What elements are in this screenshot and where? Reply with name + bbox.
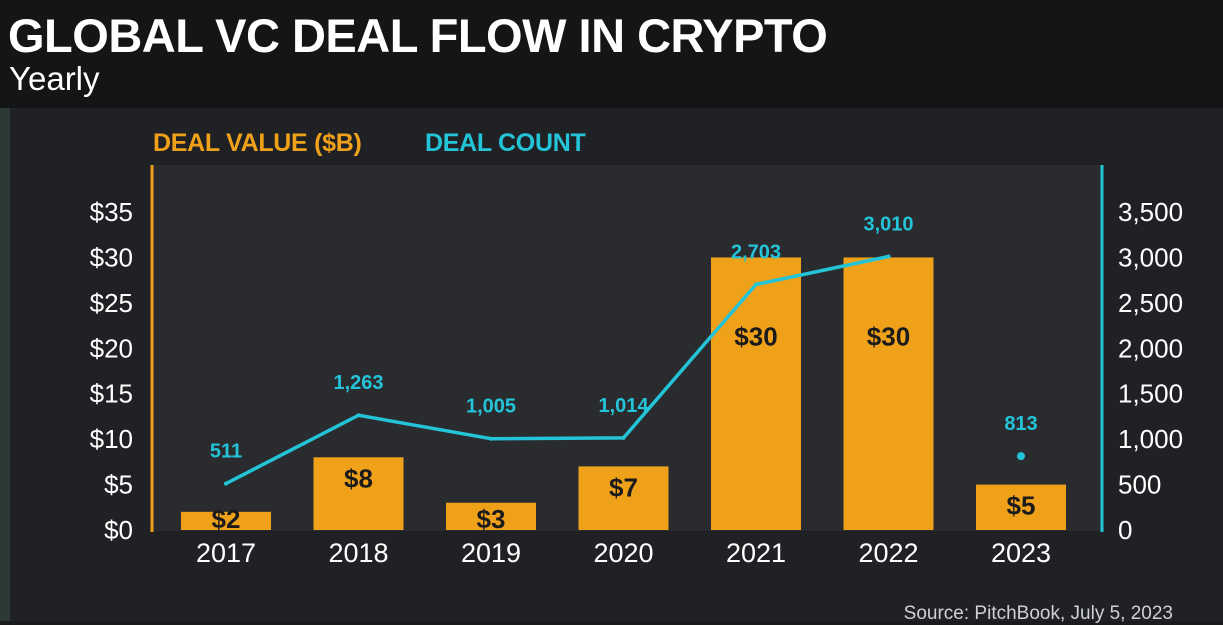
- deal-count-point: [886, 254, 891, 259]
- deal-count-point: [1017, 452, 1025, 461]
- y-left-tick-label: $25: [90, 288, 133, 318]
- y-right-tick-label: 2,000: [1118, 333, 1183, 363]
- bar: [711, 257, 801, 530]
- bar: [181, 511, 271, 530]
- bar-value-label: $30: [734, 321, 777, 351]
- bar-value-label: $7: [609, 472, 638, 502]
- legend-deal-count: DEAL COUNT: [425, 129, 586, 157]
- bar-value-label: $5: [1007, 491, 1036, 521]
- bar: [446, 502, 536, 530]
- deal-count-label: 813: [1004, 413, 1037, 435]
- x-tick-label: 2021: [726, 538, 786, 568]
- y-right-tick-label: 3,000: [1118, 242, 1183, 272]
- y-left-tick-label: $0: [104, 515, 133, 545]
- x-tick-label: 2018: [328, 538, 388, 568]
- deal-count-label: 511: [210, 441, 242, 463]
- deal-count-label: 3,010: [863, 214, 913, 236]
- bar-value-label: $3: [477, 504, 506, 534]
- y-right-tick-label: 3,500: [1118, 197, 1183, 227]
- deal-count-label: 1,005: [466, 396, 516, 418]
- y-right-tick-label: 500: [1118, 470, 1161, 500]
- x-tick-label: 2022: [858, 538, 918, 568]
- deal-count-label: 1,263: [333, 372, 383, 394]
- header: GLOBAL VC DEAL FLOW IN CRYPTO Yearly: [0, 0, 1223, 108]
- deal-count-point: [621, 435, 626, 440]
- deal-count-label: 1,014: [598, 395, 649, 417]
- bar: [976, 484, 1066, 530]
- y-right-tick-label: 0: [1118, 515, 1132, 545]
- y-right-tick-label: 1,500: [1118, 379, 1183, 409]
- x-tick-label: 2019: [461, 538, 521, 568]
- deal-count-point: [224, 481, 228, 486]
- y-left-tick-label: $5: [104, 470, 133, 500]
- y-right-tick-label: 1,000: [1118, 424, 1183, 454]
- deal-count-point: [356, 413, 361, 418]
- bar: [313, 457, 404, 530]
- bar: [843, 257, 934, 530]
- source-note: Source: PitchBook, July 5, 2023: [903, 603, 1173, 624]
- deal-count-point: [489, 436, 493, 441]
- bar-value-label: $30: [867, 321, 910, 351]
- deal-count-point: [754, 282, 758, 287]
- x-tick-label: 2020: [593, 538, 653, 568]
- side-strip: [0, 108, 10, 621]
- y-left-tick-label: $20: [90, 333, 133, 363]
- legend-deal-value: DEAL VALUE ($B): [153, 129, 362, 157]
- x-tick-label: 2017: [196, 538, 256, 568]
- y-left-tick-label: $10: [90, 424, 133, 454]
- bar-value-label: $8: [344, 463, 373, 493]
- chart-subtitle: Yearly: [9, 60, 100, 97]
- deal-count-label: 2,703: [731, 241, 781, 263]
- y-left-tick-label: $30: [90, 242, 133, 272]
- y-right-tick-label: 2,500: [1118, 288, 1183, 318]
- bar-value-label: $2: [212, 504, 241, 534]
- bar: [578, 466, 669, 530]
- y-left-tick-label: $35: [90, 197, 133, 227]
- x-tick-label: 2023: [991, 538, 1051, 568]
- y-left-tick-label: $15: [90, 379, 133, 409]
- chart-title: GLOBAL VC DEAL FLOW IN CRYPTO: [8, 9, 828, 62]
- deal-count-line: [224, 254, 891, 486]
